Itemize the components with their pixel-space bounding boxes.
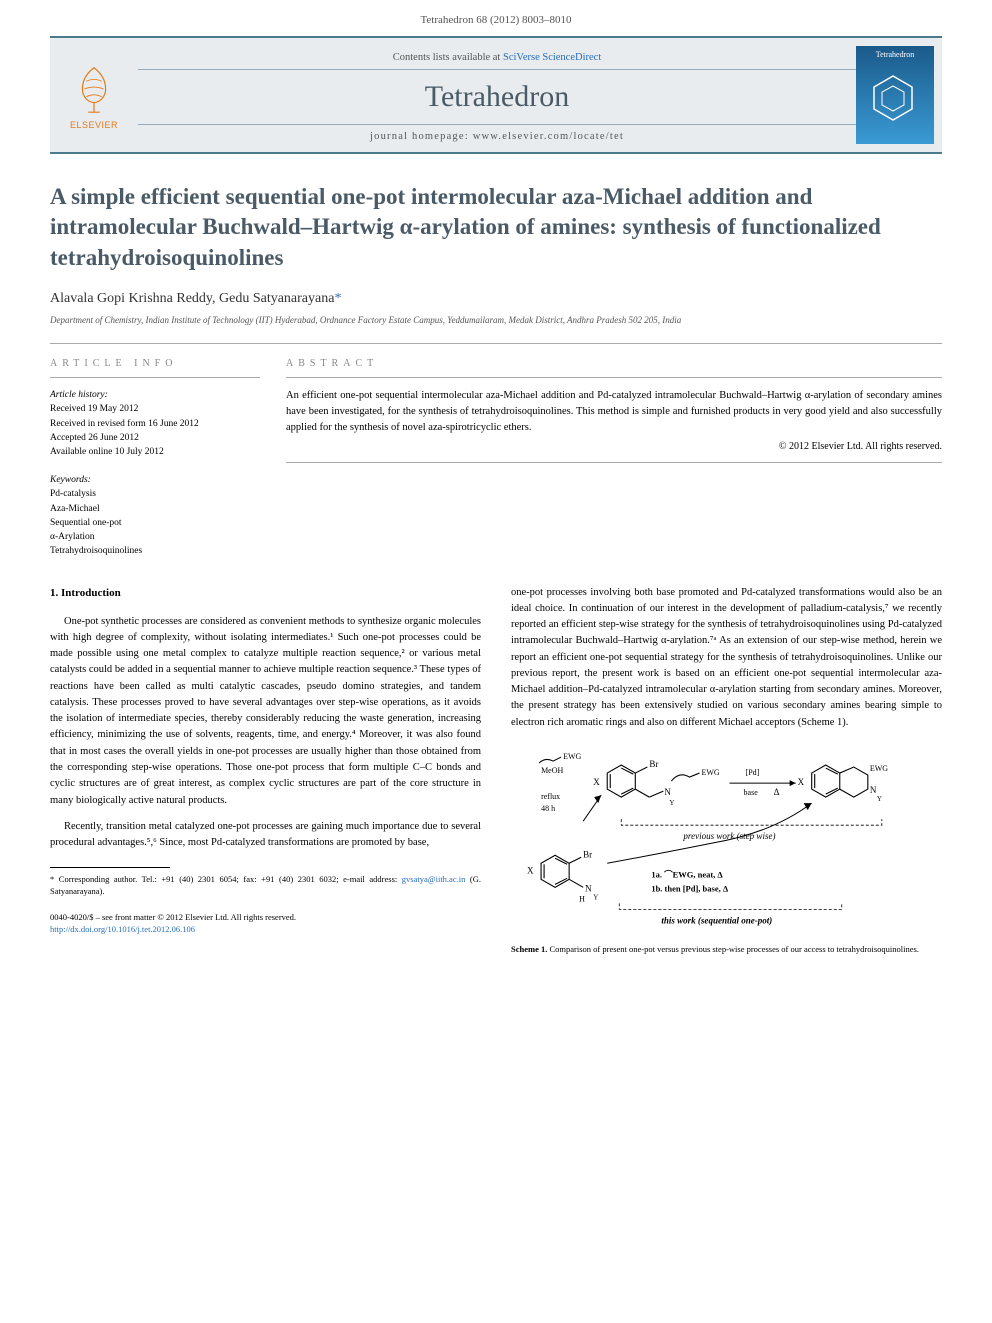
publisher-name: ELSEVIER [70,120,118,130]
cover-title: Tetrahedron [856,46,934,59]
sciencedirect-link[interactable]: SciVerse ScienceDirect [503,52,601,63]
abstract-label: ABSTRACT [286,358,942,378]
scheme-1-figure: Br X N Y EWG [Pd] base Δ [511,743,942,938]
elsevier-tree-icon [65,60,123,118]
article-title: A simple efficient sequential one-pot in… [50,182,942,273]
scheme-1-svg: Br X N Y EWG [Pd] base Δ [511,743,942,933]
keywords-list: Pd-catalysis Aza-Michael Sequential one-… [50,487,260,558]
scheme-label-reflux: reflux [541,792,560,801]
keyword: Tetrahydroisoquinolines [50,544,260,558]
footnote-text: Corresponding author. Tel.: +91 (40) 230… [54,874,402,884]
scheme-label-n2: N [870,785,877,795]
journal-homepage: journal homepage: www.elsevier.com/locat… [138,124,856,142]
corresponding-author-mark[interactable]: * [334,291,341,306]
journal-name: Tetrahedron [138,80,856,114]
scheme-label-x3: X [527,865,534,875]
journal-masthead: ELSEVIER Contents lists available at Sci… [50,36,942,154]
history-received: Received 19 May 2012 [50,402,260,416]
front-matter-line: 0040-4020/$ – see front matter © 2012 El… [50,912,481,924]
keyword: α-Arylation [50,530,260,544]
scheme-caption-bold: Scheme 1. [511,944,547,954]
abstract-copyright: © 2012 Elsevier Ltd. All rights reserved… [286,441,942,463]
scheme-label-y2: Y [877,795,882,803]
keywords-label: Keywords: [50,475,260,485]
article-content: A simple efficient sequential one-pot in… [0,182,992,986]
scheme-label-n3: N [585,883,592,893]
scheme-caption-text: Comparison of present one-pot versus pre… [547,944,919,954]
paragraph: one-pot processes involving both base pr… [511,585,942,731]
keyword: Aza-Michael [50,502,260,516]
paragraph: Recently, transition metal catalyzed one… [50,819,481,852]
doi-link[interactable]: http://dx.doi.org/10.1016/j.tet.2012.06.… [50,924,195,934]
scheme-label-n: N [664,787,671,797]
scheme-label-x2: X [798,777,805,787]
journal-center-block: Contents lists available at SciVerse Sci… [138,38,856,152]
body-two-columns: 1. Introduction One-pot synthetic proces… [50,585,942,956]
scheme-step-1a: 1a. ⌒EWG, neat, Δ [651,869,723,879]
contents-prefix: Contents lists available at [393,52,503,63]
history-heading: Article history: [50,388,260,402]
scheme-label-x: X [593,777,600,787]
page-header-citation: Tetrahedron 68 (2012) 8003–8010 [0,0,992,36]
corresponding-footnote: * Corresponding author. Tel.: +91 (40) 2… [50,874,481,898]
footnote-email-link[interactable]: gvsatya@iith.ac.in [402,874,466,884]
info-abstract-row: ARTICLE INFO Article history: Received 1… [50,343,942,559]
paragraph: One-pot synthetic processes are consider… [50,614,481,809]
scheme-label-meoh: MeOH [541,766,563,775]
article-info-label: ARTICLE INFO [50,358,260,378]
scheme-label-pd1: [Pd] [746,768,760,777]
scheme-label-delta1: Δ [774,787,780,797]
homepage-url[interactable]: www.elsevier.com/locate/tet [473,131,624,142]
scheme-step-1b: 1b. then [Pd], base, Δ [651,883,729,893]
author-names: Alavala Gopi Krishna Reddy, Gedu Satyana… [50,291,334,306]
publisher-logo-block: ELSEVIER [50,38,138,152]
scheme-label-ewg2: EWG [870,764,888,773]
scheme-label-y: Y [669,799,674,807]
contents-listing: Contents lists available at SciVerse Sci… [138,46,856,70]
affiliation: Department of Chemistry, Indian Institut… [50,315,942,325]
scheme-1-caption: Scheme 1. Comparison of present one-pot … [511,944,942,955]
scheme-label-time: 48 h [541,804,555,813]
scheme-label-br: Br [649,759,658,769]
keyword: Sequential one-pot [50,516,260,530]
keyword: Pd-catalysis [50,487,260,501]
article-info-column: ARTICLE INFO Article history: Received 1… [50,358,260,559]
history-online: Available online 10 July 2012 [50,445,260,459]
right-column: one-pot processes involving both base pr… [511,585,942,956]
intro-heading: 1. Introduction [50,585,481,602]
cover-molecule-icon [868,72,918,132]
scheme-this-work: this work (sequential one-pot) [661,915,772,925]
scheme-label-ewg-top: EWG [701,768,719,777]
left-column: 1. Introduction One-pot synthetic proces… [50,585,481,956]
homepage-prefix: journal homepage: [370,131,473,142]
scheme-label-base1: base [744,788,759,797]
abstract-text: An efficient one-pot sequential intermol… [286,388,942,435]
authors-line: Alavala Gopi Krishna Reddy, Gedu Satyana… [50,291,942,307]
front-matter-info: 0040-4020/$ – see front matter © 2012 El… [50,912,481,936]
abstract-column: ABSTRACT An efficient one-pot sequential… [286,358,942,559]
scheme-label-y3: Y [593,893,598,901]
article-history: Article history: Received 19 May 2012 Re… [50,388,260,459]
journal-cover-thumbnail: Tetrahedron [856,46,934,144]
history-accepted: Accepted 26 June 2012 [50,431,260,445]
scheme-label-br2: Br [583,849,592,859]
history-revised: Received in revised form 16 June 2012 [50,417,260,431]
footnote-separator [50,867,170,868]
scheme-label-h: H [579,894,585,903]
scheme-label-ewg-upper: EWG [563,752,581,761]
